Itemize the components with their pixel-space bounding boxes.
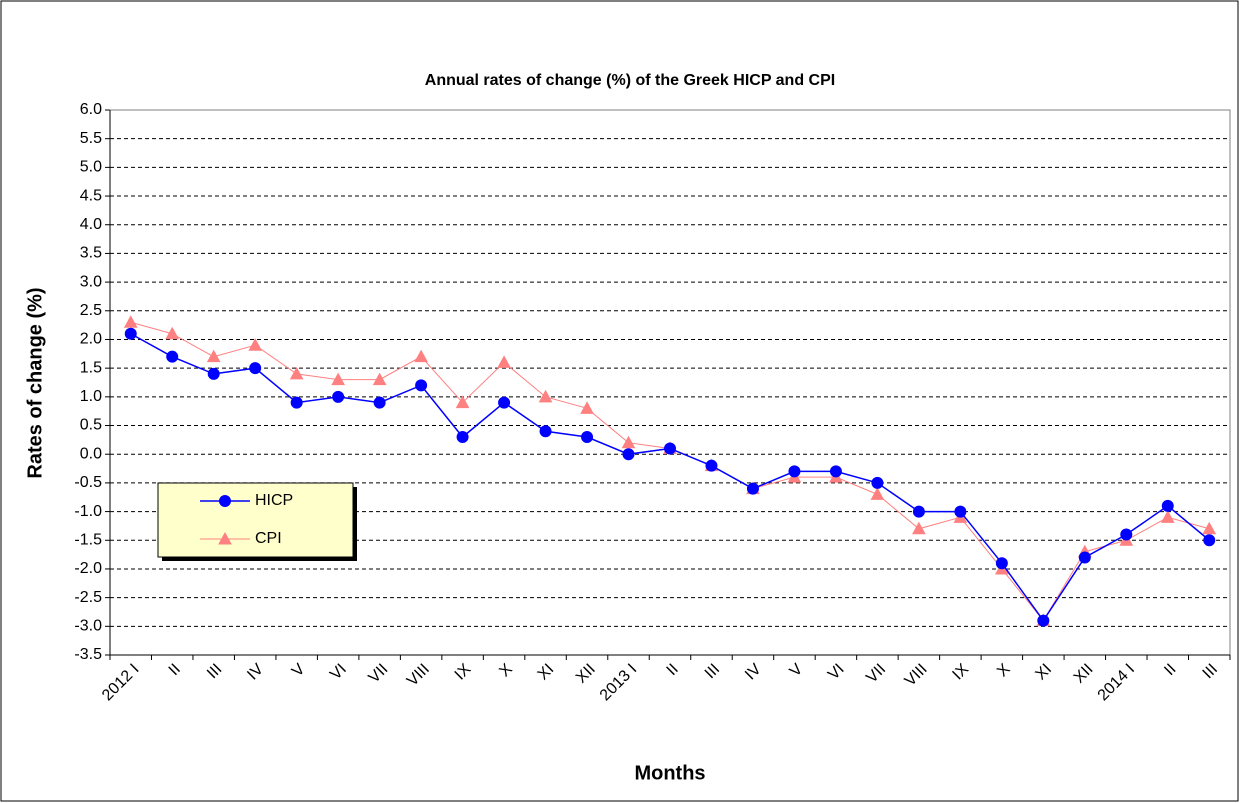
y-tick-label: 0.5 [80,417,102,434]
y-tick-label: -2.0 [74,560,102,577]
point [622,448,635,461]
y-tick-label: 2.0 [80,331,102,348]
y-tick-label: -1.5 [74,531,102,548]
y-tick-label: 4.5 [80,187,102,204]
legend-label: CPI [255,530,282,547]
point [912,521,926,535]
point [539,425,552,438]
point [580,401,594,414]
point [954,505,967,518]
y-tick-label: -2.5 [74,589,102,606]
y-tick-label: 3.0 [80,273,102,290]
point [995,557,1008,570]
point [206,349,221,363]
y-tick-label: 1.5 [80,359,102,376]
point [207,367,220,380]
point [829,465,842,478]
point [1161,499,1174,512]
point [165,326,180,340]
point [1037,614,1050,627]
y-tick-label: 5.5 [80,130,102,147]
point [746,482,759,495]
y-tick-label: 2.5 [80,302,102,319]
point [581,431,594,443]
y-tick-label: 3.5 [80,245,102,262]
point [123,315,138,328]
point [166,350,179,363]
point [1203,534,1216,547]
point [332,390,345,403]
legend: HICP CPI [157,482,357,561]
y-tick-label: 1.0 [80,388,102,405]
point [249,362,262,375]
point [538,389,553,403]
point [1078,551,1091,564]
y-tick-label: -3.5 [74,646,102,663]
point [331,372,345,386]
point [788,465,801,478]
point [289,366,304,380]
point [498,396,511,409]
point [621,435,636,449]
y-tick-label: -1.0 [74,503,102,520]
y-tick-label: 4.0 [80,216,102,233]
point [414,349,428,363]
y-tick-label: 6.0 [80,101,102,118]
chart-title: Annual rates of change (%) of the Greek … [425,72,835,89]
legend-marker [219,495,231,507]
point [455,395,470,409]
y-tick-label: -3.0 [74,618,102,635]
legend-marker [218,531,232,545]
legend-box [157,482,354,558]
x-axis-label: Months [634,762,705,784]
point [372,372,387,386]
point [248,338,263,351]
point [1202,521,1217,535]
point [415,379,428,392]
y-axis-label: Rates of change (%) [24,287,46,478]
point [1120,528,1133,541]
point [870,487,885,500]
point [871,476,884,489]
point [664,442,676,455]
legend-label: HICP [255,492,293,509]
point [497,355,511,368]
point [1160,510,1175,523]
point [912,505,925,518]
point [124,327,137,340]
y-tick-label: 5.0 [80,159,102,176]
y-tick-label: -0.5 [74,474,102,491]
point [456,431,469,443]
plot-area [110,110,1230,655]
point [373,396,386,409]
y-tick-label: 0.0 [80,445,102,462]
point [290,396,303,409]
point [705,459,718,472]
